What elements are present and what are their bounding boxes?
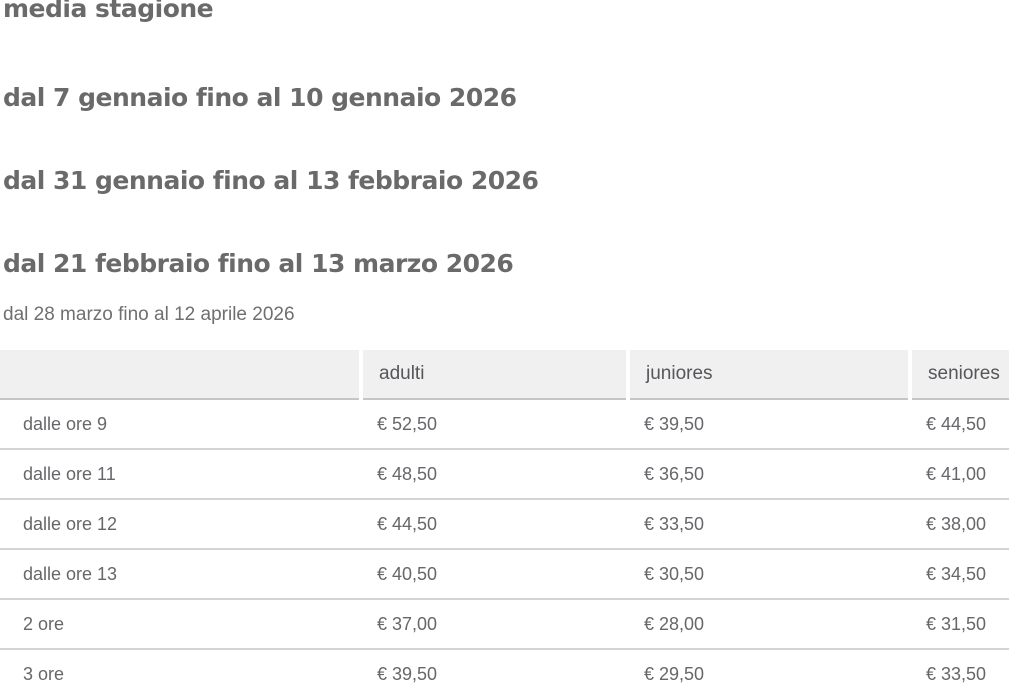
date-range-heading-3: dal 21 febbraio fino al 13 marzo 2026 (3, 249, 514, 278)
price-cell: € 31,50 (910, 598, 1009, 649)
price-cell: € 28,00 (628, 598, 910, 649)
date-range-heading-1: dal 7 gennaio fino al 10 gennaio 2026 (3, 83, 517, 112)
price-cell: € 37,00 (361, 598, 628, 649)
price-cell: € 38,00 (910, 498, 1009, 549)
row-label: dalle ore 13 (0, 548, 361, 599)
price-cell: € 41,00 (910, 448, 1009, 499)
column-header-juniores: juniores (626, 350, 910, 400)
date-range-heading-2: dal 31 gennaio fino al 13 febbraio 2026 (3, 166, 539, 195)
price-cell: € 29,50 (628, 648, 910, 699)
price-cell: € 40,50 (361, 548, 628, 599)
row-label: 3 ore (0, 648, 361, 699)
price-table-container: adulti juniores seniores dalle ore 9 € 52… (0, 350, 1009, 699)
price-cell: € 33,50 (628, 498, 910, 549)
row-label: dalle ore 11 (0, 448, 361, 499)
table-row: dalle ore 9 € 52,50 € 39,50 € 44,50 (0, 399, 1009, 449)
table-row: dalle ore 11 € 48,50 € 36,50 € 41,00 (0, 448, 1009, 499)
price-cell: € 33,50 (910, 648, 1009, 699)
season-title: media stagione (3, 0, 214, 23)
price-table: adulti juniores seniores dalle ore 9 € 52… (0, 350, 1009, 699)
price-table-header-row: adulti juniores seniores (0, 350, 1009, 400)
price-cell: € 44,50 (910, 399, 1009, 449)
price-cell: € 39,50 (361, 648, 628, 699)
table-row: dalle ore 13 € 40,50 € 30,50 € 34,50 (0, 548, 1009, 599)
table-row: 2 ore € 37,00 € 28,00 € 31,50 (0, 598, 1009, 649)
row-label: dalle ore 12 (0, 498, 361, 549)
price-cell: € 44,50 (361, 498, 628, 549)
price-cell: € 39,50 (628, 399, 910, 449)
price-cell: € 30,50 (628, 548, 910, 599)
price-cell: € 36,50 (628, 448, 910, 499)
column-header-empty (0, 350, 361, 400)
column-header-seniores: seniores (908, 350, 1009, 400)
row-label: dalle ore 9 (0, 399, 361, 449)
price-cell: € 52,50 (361, 399, 628, 449)
column-header-adulti: adulti (359, 350, 628, 400)
price-cell: € 34,50 (910, 548, 1009, 599)
price-cell: € 48,50 (361, 448, 628, 499)
table-row: 3 ore € 39,50 € 29,50 € 33,50 (0, 648, 1009, 699)
date-range-note: dal 28 marzo fino al 12 aprile 2026 (3, 304, 295, 325)
row-label: 2 ore (0, 598, 361, 649)
table-row: dalle ore 12 € 44,50 € 33,50 € 38,00 (0, 498, 1009, 549)
